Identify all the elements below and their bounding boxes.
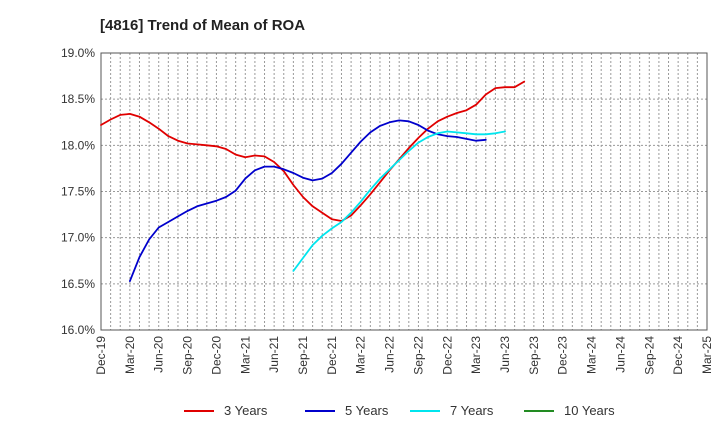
- legend-label-10-years: 10 Years: [564, 403, 615, 418]
- x-tick-label: Dec-24: [671, 336, 685, 375]
- y-axis-ticks: 16.0% 16.5% 17.0% 17.5% 18.0% 18.5% 19.0%: [61, 46, 95, 337]
- x-tick-label: Mar-24: [585, 336, 599, 374]
- x-tick-label: Sep-23: [527, 336, 541, 375]
- x-tick-label: Mar-20: [123, 336, 137, 374]
- y-tick-label: 18.5%: [61, 92, 95, 106]
- x-axis-ticks: Dec-19 Mar-20 Jun-20 Sep-20 Dec-20 Mar-21 Jun-…: [94, 336, 714, 375]
- chart-title: [4816] Trend of Mean of ROA: [100, 17, 305, 34]
- y-tick-label: 16.5%: [61, 277, 95, 291]
- x-tick-label: Dec-23: [556, 336, 570, 375]
- series-layer: [100, 80, 526, 283]
- x-tick-label: Sep-21: [296, 336, 310, 375]
- x-tick-label: Mar-22: [354, 336, 368, 374]
- y-tick-label: 18.0%: [61, 138, 95, 152]
- x-tick-label: Dec-21: [325, 336, 339, 375]
- plot-frame: [100, 52, 708, 331]
- y-tick-label: 19.0%: [61, 46, 95, 60]
- x-tick-label: Dec-19: [94, 336, 108, 375]
- legend-label-7-years: 7 Years: [450, 403, 494, 418]
- x-tick-label: Dec-20: [209, 336, 223, 375]
- y-tick-label: 17.5%: [61, 185, 95, 199]
- x-tick-label: Jun-20: [152, 336, 166, 373]
- grid: [100, 52, 708, 331]
- x-tick-label: Jun-21: [267, 336, 281, 373]
- series-line-3-years: [100, 80, 526, 222]
- x-tick-label: Jun-23: [498, 336, 512, 373]
- legend-label-5-years: 5 Years: [345, 403, 389, 418]
- legend-label-3-years: 3 Years: [224, 403, 268, 418]
- legend: 3 Years 5 Years 7 Years 10 Years: [184, 403, 615, 418]
- x-tick-label: Mar-23: [469, 336, 483, 374]
- x-tick-label: Sep-22: [411, 336, 425, 375]
- series-line-5-years: [128, 119, 487, 283]
- x-tick-label: Mar-21: [238, 336, 252, 374]
- x-tick-label: Mar-25: [700, 336, 714, 374]
- y-tick-label: 17.0%: [61, 231, 95, 245]
- x-tick-label: Sep-20: [181, 336, 195, 375]
- x-tick-label: Jun-24: [613, 336, 627, 373]
- x-tick-label: Sep-24: [642, 336, 656, 375]
- y-tick-label: 16.0%: [61, 323, 95, 337]
- x-tick-label: Dec-22: [440, 336, 454, 375]
- x-tick-label: Jun-22: [383, 336, 397, 373]
- series-line-7-years: [292, 130, 506, 272]
